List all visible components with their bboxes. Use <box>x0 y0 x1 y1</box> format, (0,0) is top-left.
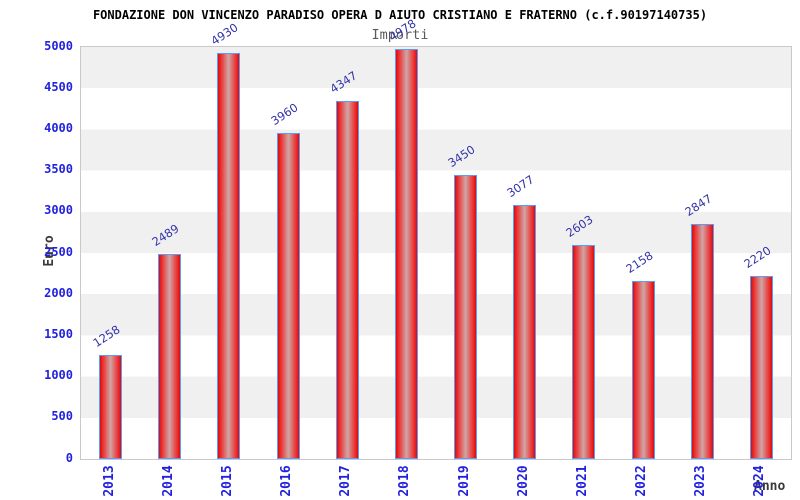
bar <box>99 355 123 459</box>
x-tick-label: 2019 <box>456 465 472 497</box>
x-tick-label: 2024 <box>752 465 768 497</box>
chart-subtitle: Importi <box>371 27 429 43</box>
y-tick-label: 2500 <box>44 244 73 259</box>
bar <box>217 52 241 459</box>
bar-value-label: 3077 <box>504 172 537 201</box>
y-tick-label: 4500 <box>44 79 73 94</box>
x-axis-title: Anno <box>754 479 786 494</box>
x-tick-label: 2021 <box>574 465 590 497</box>
bar-value-label: 4930 <box>208 20 241 48</box>
chart-title: FONDAZIONE DON VINCENZO PARADISO OPERA D… <box>92 8 708 22</box>
x-tick-label: 2018 <box>397 465 413 497</box>
x-tick-label: 2017 <box>338 465 354 497</box>
y-tick-label: 500 <box>51 409 73 424</box>
bar-value-label: 2489 <box>149 221 182 249</box>
x-tick-label: 2023 <box>693 465 709 497</box>
y-tick-label: 4000 <box>44 120 73 135</box>
x-tick-label: 2016 <box>279 465 295 497</box>
bar <box>572 244 596 459</box>
bar-value-label: 2603 <box>563 211 596 240</box>
x-tick-label: 2013 <box>101 465 117 497</box>
y-tick-label: 2000 <box>44 285 73 300</box>
x-tick-label: 2015 <box>219 465 235 497</box>
bar-value-label: 3960 <box>267 100 301 128</box>
y-tick-label: 3000 <box>44 203 73 218</box>
y-tick-label: 3500 <box>44 162 73 177</box>
plot-area: 1258 2489 4930 3960 4347 4978 3450 3077 2603 2158… <box>80 16 792 460</box>
x-tick-label: 2014 <box>160 465 176 497</box>
bar-value-label: 2220 <box>741 243 774 272</box>
bar-value-label: 2847 <box>682 191 715 220</box>
bar <box>513 205 537 459</box>
x-tick-label: 2022 <box>634 465 650 497</box>
bar <box>690 224 714 459</box>
y-tick-label: 1500 <box>44 326 73 341</box>
bar <box>394 48 418 459</box>
bar <box>631 281 655 459</box>
bar-value-label: 2158 <box>622 248 656 277</box>
bar <box>454 174 478 459</box>
x-tick-label: 2020 <box>515 465 531 497</box>
y-tick-label: 5000 <box>44 38 73 53</box>
bar <box>158 253 182 459</box>
bar-value-label: 4347 <box>327 68 360 96</box>
y-tick-label: 0 <box>65 450 73 465</box>
bar <box>276 132 300 459</box>
bar-value-label: 3450 <box>445 142 478 170</box>
bar-value-label: 1258 <box>90 322 123 351</box>
y-tick-label: 1000 <box>44 368 73 383</box>
bar <box>749 276 773 459</box>
bar <box>335 100 359 459</box>
